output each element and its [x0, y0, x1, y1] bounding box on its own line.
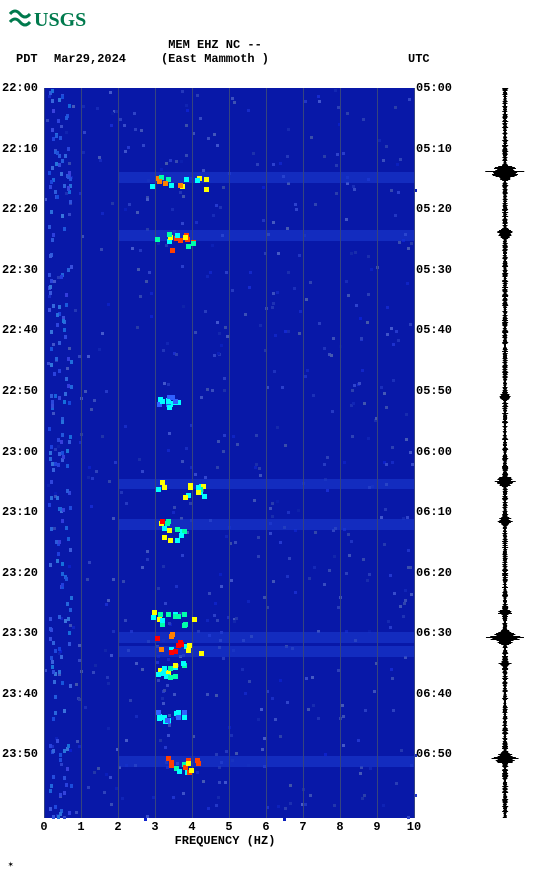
y-tick-right: 05:20 — [416, 202, 452, 216]
y-tick-left: 23:50 — [2, 747, 38, 761]
y-tick-left: 22:10 — [2, 142, 38, 156]
svg-text:USGS: USGS — [34, 9, 86, 31]
y-tick-left: 23:20 — [2, 566, 38, 580]
y-tick-left: 23:00 — [2, 445, 38, 459]
usgs-logo: USGS — [8, 6, 98, 36]
x-tick: 9 — [373, 820, 380, 834]
y-tick-left: 22:30 — [2, 263, 38, 277]
x-tick: 4 — [188, 820, 195, 834]
y-tick-left: 23:10 — [2, 505, 38, 519]
left-tz-label: PDT — [16, 52, 38, 66]
y-tick-right: 05:40 — [416, 323, 452, 337]
x-tick: 1 — [77, 820, 84, 834]
x-tick: 0 — [40, 820, 47, 834]
right-tz-label: UTC — [408, 52, 430, 66]
x-tick: 7 — [299, 820, 306, 834]
y-tick-left: 23:30 — [2, 626, 38, 640]
y-tick-right: 06:10 — [416, 505, 452, 519]
x-tick: 2 — [114, 820, 121, 834]
y-tick-right: 05:50 — [416, 384, 452, 398]
y-tick-right: 05:10 — [416, 142, 452, 156]
y-tick-right: 06:30 — [416, 626, 452, 640]
x-axis-label: FREQUENCY (HZ) — [0, 834, 450, 848]
y-tick-left: 22:20 — [2, 202, 38, 216]
x-tick: 3 — [151, 820, 158, 834]
x-tick: 8 — [336, 820, 343, 834]
date-label: Mar29,2024 — [54, 52, 126, 66]
y-tick-right: 06:40 — [416, 687, 452, 701]
y-tick-left: 22:40 — [2, 323, 38, 337]
y-tick-left: 22:50 — [2, 384, 38, 398]
y-tick-right: 06:20 — [416, 566, 452, 580]
x-tick: 5 — [225, 820, 232, 834]
y-tick-left: 23:40 — [2, 687, 38, 701]
y-tick-right: 05:00 — [416, 81, 452, 95]
y-tick-left: 22:00 — [2, 81, 38, 95]
y-tick-right: 05:30 — [416, 263, 452, 277]
footer-mark: ✶ — [8, 860, 13, 870]
x-tick: 6 — [262, 820, 269, 834]
y-tick-right: 06:00 — [416, 445, 452, 459]
spectrogram-plot — [44, 88, 414, 818]
station-code: MEM EHZ NC -- — [0, 38, 430, 52]
y-tick-right: 06:50 — [416, 747, 452, 761]
seismogram-trace — [470, 88, 540, 818]
x-tick: 10 — [407, 820, 421, 834]
